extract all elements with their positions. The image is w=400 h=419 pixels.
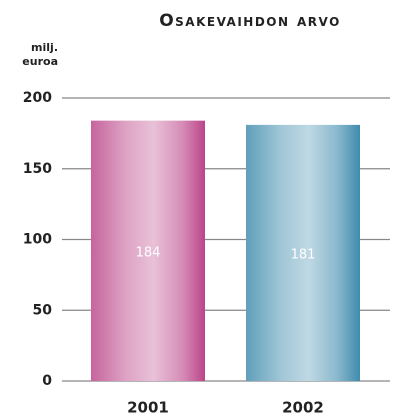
x-tick-label: 2002	[282, 399, 324, 417]
value-label: 184	[136, 245, 161, 260]
value-label: 181	[291, 247, 316, 262]
x-tick-label: 2001	[127, 399, 169, 417]
y-tick-label: 100	[23, 232, 52, 248]
bar	[246, 124, 360, 381]
y-tick-label: 0	[42, 373, 52, 389]
y-tick-label: 50	[33, 302, 53, 318]
y-tick-label: 200	[23, 90, 52, 106]
bar	[91, 120, 205, 381]
chart-title: Osakevaihdon arvo	[159, 11, 341, 31]
y-axis-label: milj. euroa	[22, 41, 58, 68]
y-tick-label: 150	[23, 161, 52, 177]
